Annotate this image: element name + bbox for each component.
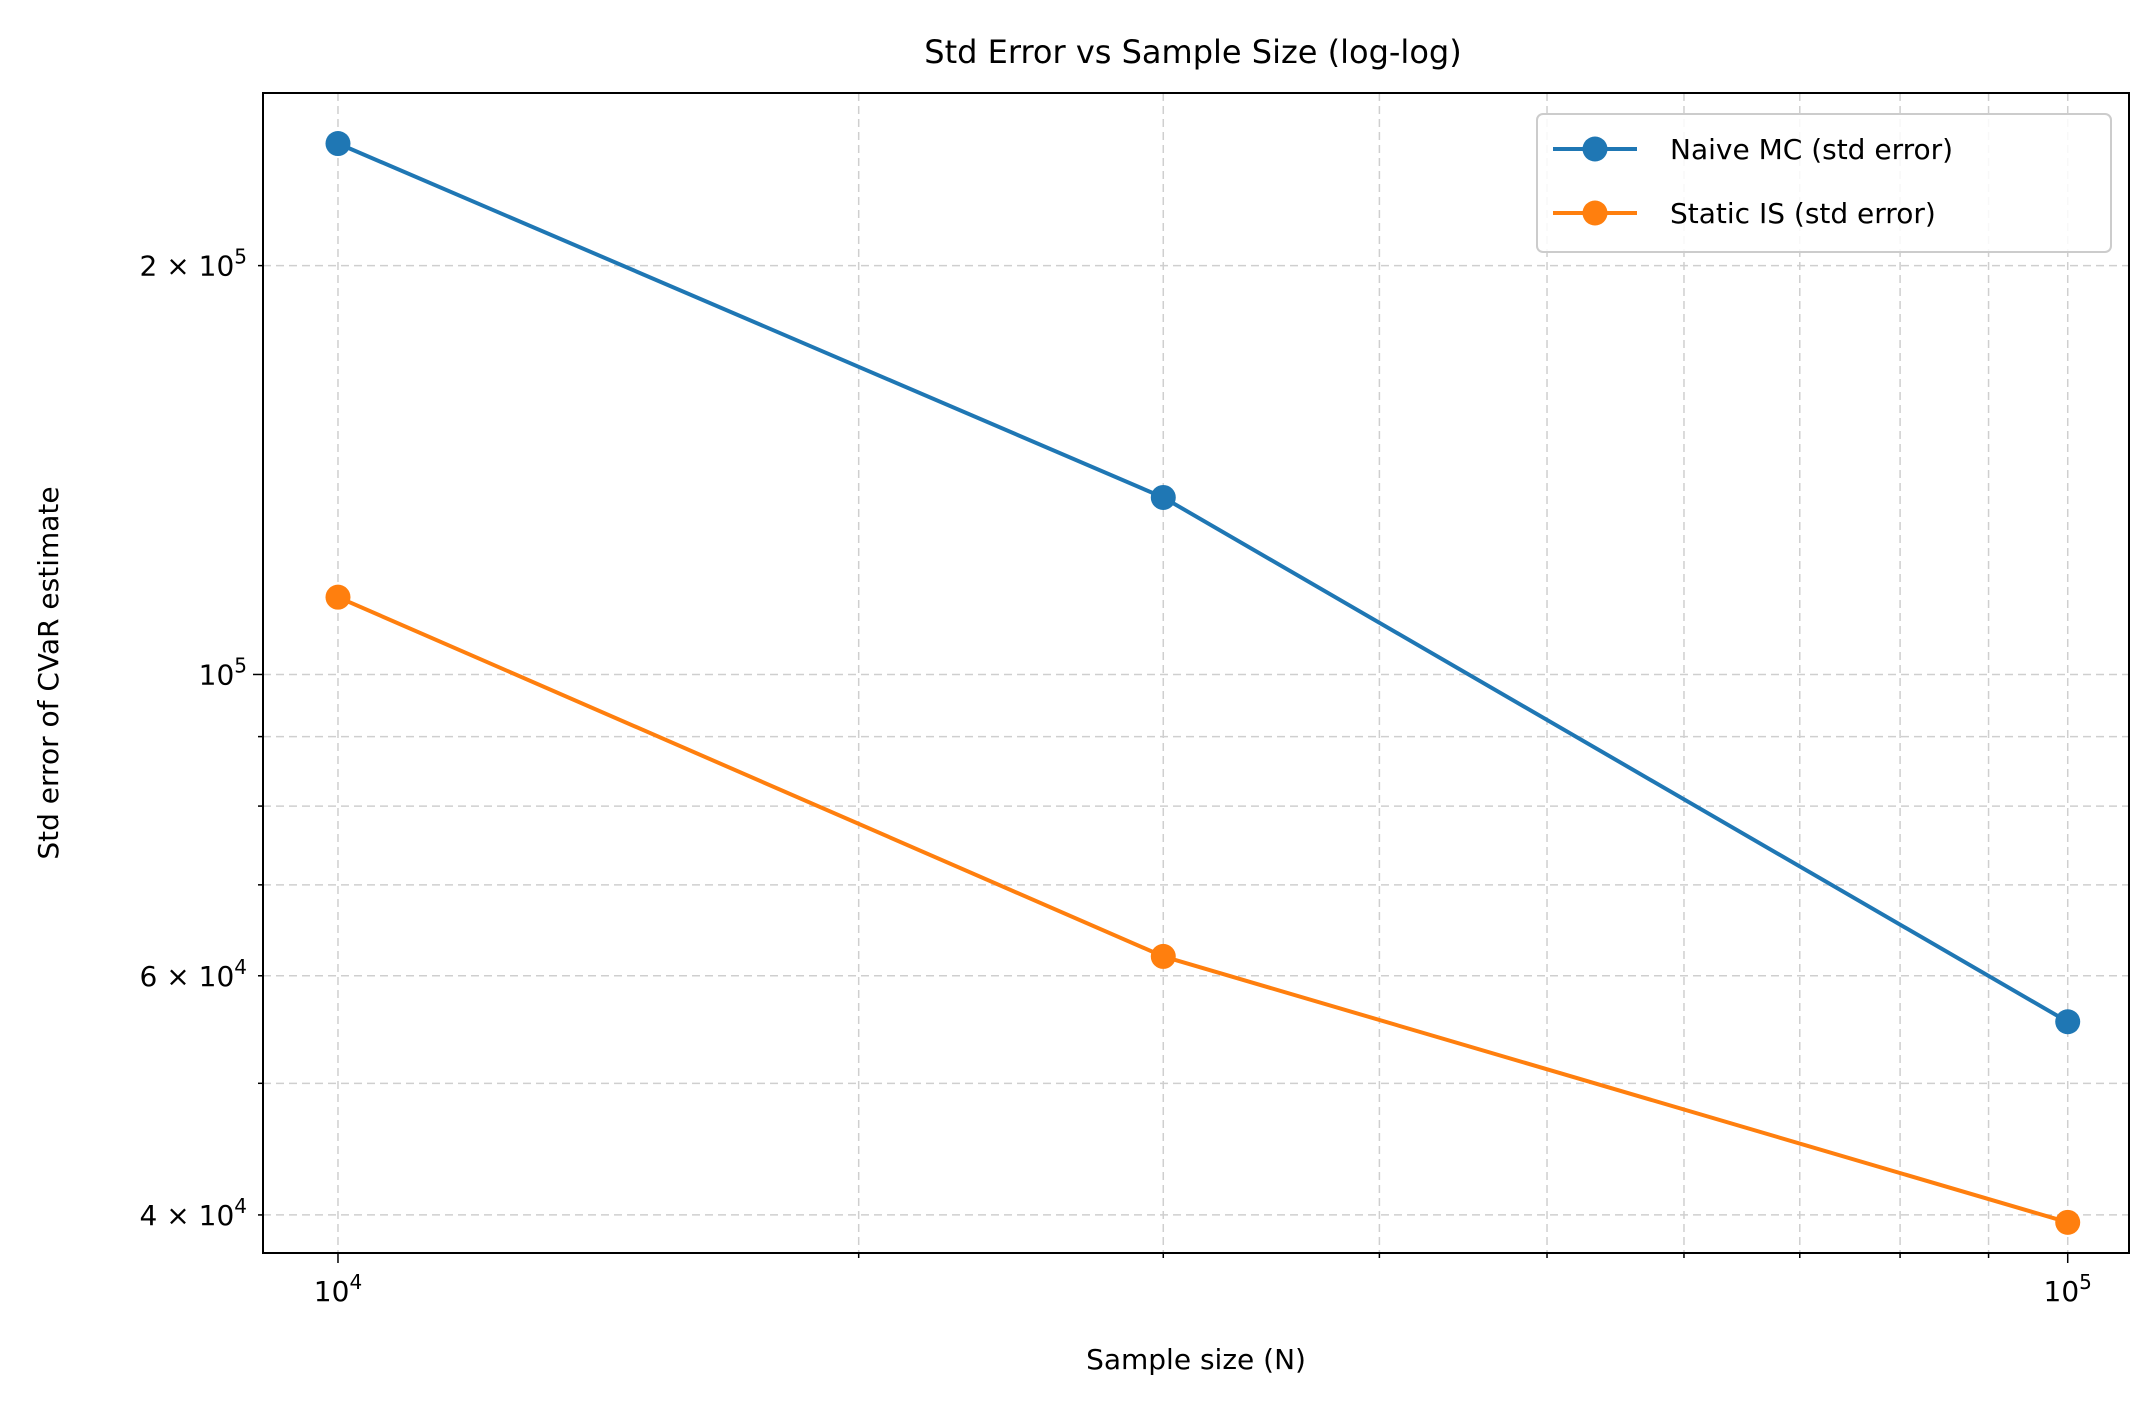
y-tick-label-base: 10 bbox=[199, 658, 235, 691]
legend-marker-static-is bbox=[1582, 200, 1608, 226]
x-tick-label: 104 bbox=[314, 1270, 362, 1308]
x-tick-label-exponent: 4 bbox=[349, 1270, 362, 1294]
legend: Naive MC (std error) Static IS (std error… bbox=[1536, 113, 2112, 253]
data-point-static-is bbox=[1150, 943, 1176, 969]
y-tick-label-exponent: 4 bbox=[234, 955, 247, 979]
data-point-static-is bbox=[2055, 1209, 2081, 1235]
x-tick-label-base: 10 bbox=[314, 1275, 350, 1308]
x-axis-label: Sample size (N) bbox=[1086, 1343, 1306, 1376]
y-tick-label: 6 × 104 bbox=[140, 955, 247, 993]
data-point-naive-mc bbox=[2055, 1009, 2081, 1035]
chart-title: Std Error vs Sample Size (log-log) bbox=[924, 33, 1461, 71]
legend-label-static-is: Static IS (std error) bbox=[1670, 197, 1936, 230]
plot-frame bbox=[262, 92, 2130, 1254]
y-tick-label-exponent: 5 bbox=[234, 653, 247, 677]
y-tick-label: 105 bbox=[199, 653, 247, 691]
x-tick-label: 105 bbox=[2044, 1270, 2092, 1308]
grid-lines bbox=[263, 93, 2129, 1253]
x-tick-label-base: 10 bbox=[2044, 1275, 2080, 1308]
y-tick-label-base: 4 × 10 bbox=[140, 1199, 235, 1232]
data-point-naive-mc bbox=[325, 131, 351, 157]
y-tick-label: 2 × 105 bbox=[140, 245, 247, 283]
legend-label-naive-mc: Naive MC (std error) bbox=[1670, 133, 1953, 166]
y-axis-label: Std error of CVaR estimate bbox=[32, 486, 65, 859]
data-point-static-is bbox=[325, 584, 351, 610]
data-series bbox=[325, 131, 2081, 1235]
legend-box bbox=[1536, 113, 2112, 253]
y-tick-label-exponent: 5 bbox=[234, 245, 247, 269]
legend-marker-naive-mc bbox=[1582, 136, 1608, 162]
y-tick-label-base: 6 × 10 bbox=[140, 960, 235, 993]
x-tick-label-exponent: 5 bbox=[2079, 1270, 2092, 1294]
data-point-naive-mc bbox=[1150, 484, 1176, 510]
y-tick-label-exponent: 4 bbox=[234, 1194, 247, 1218]
y-tick-label: 4 × 104 bbox=[140, 1194, 247, 1232]
y-tick-label-base: 2 × 10 bbox=[140, 250, 235, 283]
